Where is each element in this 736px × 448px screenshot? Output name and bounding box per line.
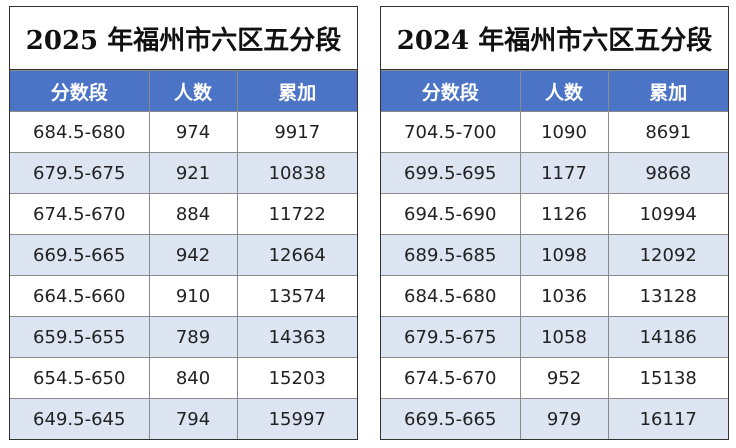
cumulative-cell: 16117 xyxy=(607,398,728,439)
cumulative-cell: 13128 xyxy=(607,275,728,317)
table-title: 2024 年福州市六区五分段 xyxy=(381,7,728,70)
count-cell: 942 xyxy=(148,234,238,276)
count-cell: 921 xyxy=(148,152,238,194)
table-row: 689.5-685 1098 12092 xyxy=(381,234,728,276)
score-range-cell: 679.5-675 xyxy=(381,316,521,358)
cumulative-cell: 14363 xyxy=(236,316,357,358)
column-header-count: 人数 xyxy=(148,70,238,112)
column-header-score-range: 分数段 xyxy=(381,70,521,112)
score-range-cell: 694.5-690 xyxy=(381,193,521,235)
table-row: 694.5-690 1126 10994 xyxy=(381,193,728,235)
score-range-cell: 659.5-655 xyxy=(10,316,150,358)
cumulative-cell: 10838 xyxy=(236,152,357,194)
header-row: 分数段 人数 累加 xyxy=(381,70,728,112)
cumulative-cell: 9868 xyxy=(607,152,728,194)
column-header-count: 人数 xyxy=(519,70,609,112)
score-range-cell: 704.5-700 xyxy=(381,111,521,153)
count-cell: 952 xyxy=(519,357,609,399)
count-cell: 1126 xyxy=(519,193,609,235)
table-row: 684.5-680 974 9917 xyxy=(10,111,357,153)
count-cell: 1098 xyxy=(519,234,609,276)
column-header-cumulative: 累加 xyxy=(607,70,728,112)
score-range-cell: 649.5-645 xyxy=(10,398,150,439)
score-range-cell: 689.5-685 xyxy=(381,234,521,276)
score-table: 分数段 人数 累加 684.5-680 974 9917 679.5-675 921 1… xyxy=(10,70,357,439)
score-range-cell: 679.5-675 xyxy=(10,152,150,194)
count-cell: 789 xyxy=(148,316,238,358)
count-cell: 884 xyxy=(148,193,238,235)
count-cell: 974 xyxy=(148,111,238,153)
cumulative-cell: 10994 xyxy=(607,193,728,235)
score-range-cell: 684.5-680 xyxy=(381,275,521,317)
table-row: 674.5-670 884 11722 xyxy=(10,193,357,235)
score-range-cell: 684.5-680 xyxy=(10,111,150,153)
table-row: 649.5-645 794 15997 xyxy=(10,398,357,439)
column-header-cumulative: 累加 xyxy=(236,70,357,112)
cumulative-cell: 13574 xyxy=(236,275,357,317)
count-cell: 840 xyxy=(148,357,238,399)
score-table-2025: 2025 年福州市六区五分段 分数段 人数 累加 684.5-680 974 991… xyxy=(9,6,358,440)
cumulative-cell: 12092 xyxy=(607,234,728,276)
table-row: 669.5-665 942 12664 xyxy=(10,234,357,276)
cumulative-cell: 15203 xyxy=(236,357,357,399)
table-row: 684.5-680 1036 13128 xyxy=(381,275,728,317)
score-range-cell: 674.5-670 xyxy=(10,193,150,235)
table-row: 679.5-675 921 10838 xyxy=(10,152,357,194)
cumulative-cell: 14186 xyxy=(607,316,728,358)
table-row: 669.5-665 979 16117 xyxy=(381,398,728,439)
count-cell: 979 xyxy=(519,398,609,439)
score-range-cell: 674.5-670 xyxy=(381,357,521,399)
count-cell: 910 xyxy=(148,275,238,317)
table-row: 659.5-655 789 14363 xyxy=(10,316,357,358)
column-header-score-range: 分数段 xyxy=(10,70,150,112)
table-row: 664.5-660 910 13574 xyxy=(10,275,357,317)
cumulative-cell: 8691 xyxy=(607,111,728,153)
score-range-cell: 669.5-665 xyxy=(10,234,150,276)
cumulative-cell: 11722 xyxy=(236,193,357,235)
table-row: 704.5-700 1090 8691 xyxy=(381,111,728,153)
cumulative-cell: 15997 xyxy=(236,398,357,439)
table-row: 699.5-695 1177 9868 xyxy=(381,152,728,194)
header-row: 分数段 人数 累加 xyxy=(10,70,357,112)
score-table-2024: 2024 年福州市六区五分段 分数段 人数 累加 704.5-700 1090 86… xyxy=(380,6,729,440)
count-cell: 1177 xyxy=(519,152,609,194)
table-row: 674.5-670 952 15138 xyxy=(381,357,728,399)
table-title: 2025 年福州市六区五分段 xyxy=(10,7,357,70)
count-cell: 1058 xyxy=(519,316,609,358)
score-range-cell: 669.5-665 xyxy=(381,398,521,439)
cumulative-cell: 15138 xyxy=(607,357,728,399)
score-range-cell: 664.5-660 xyxy=(10,275,150,317)
score-table: 分数段 人数 累加 704.5-700 1090 8691 699.5-695 117… xyxy=(381,70,728,439)
cumulative-cell: 9917 xyxy=(236,111,357,153)
score-range-cell: 654.5-650 xyxy=(10,357,150,399)
table-row: 679.5-675 1058 14186 xyxy=(381,316,728,358)
count-cell: 794 xyxy=(148,398,238,439)
count-cell: 1036 xyxy=(519,275,609,317)
table-row: 654.5-650 840 15203 xyxy=(10,357,357,399)
count-cell: 1090 xyxy=(519,111,609,153)
score-range-cell: 699.5-695 xyxy=(381,152,521,194)
cumulative-cell: 12664 xyxy=(236,234,357,276)
